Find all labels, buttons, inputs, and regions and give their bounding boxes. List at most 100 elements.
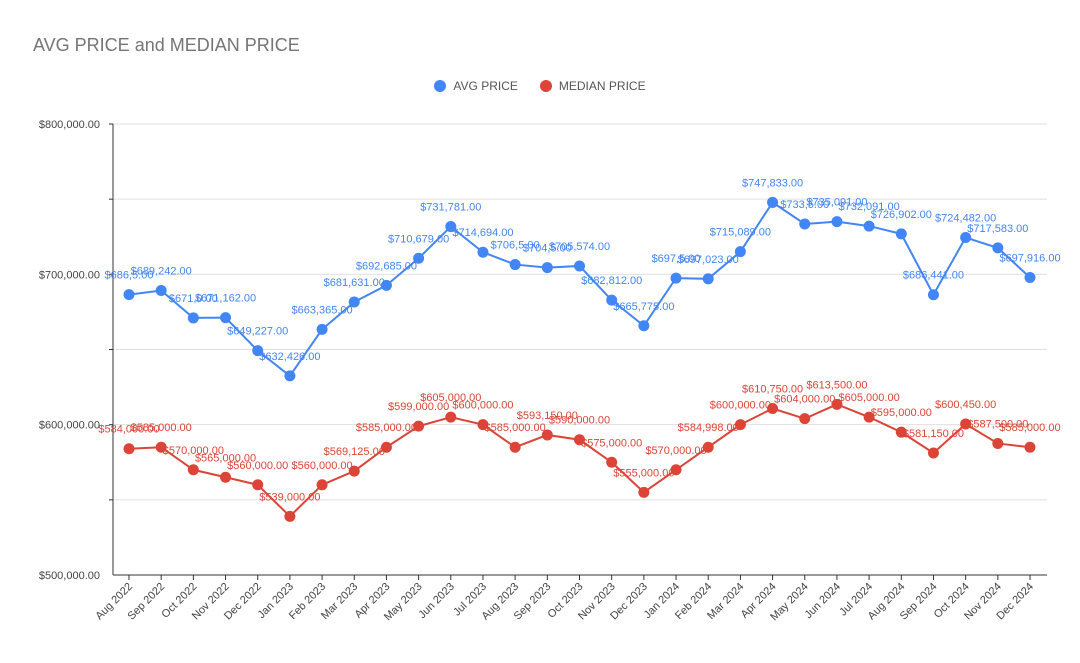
- data-point: [606, 456, 618, 468]
- data-point: [252, 479, 264, 491]
- data-point: [413, 420, 425, 432]
- data-label: $710,679.00: [388, 233, 449, 245]
- y-tick-label: $500,000.00: [39, 570, 100, 582]
- data-point: [155, 285, 167, 297]
- data-label: $692,685.00: [356, 260, 417, 272]
- x-tick-label: Jun 2023: [416, 581, 456, 621]
- data-label: $732,091.00: [839, 201, 900, 213]
- data-point: [992, 437, 1004, 449]
- data-point: [187, 312, 199, 324]
- data-point: [734, 246, 746, 258]
- data-label: $600,450.00: [935, 399, 996, 411]
- data-label: $565,000.00: [195, 452, 256, 464]
- data-label: $613,500.00: [806, 379, 867, 391]
- data-point: [767, 196, 779, 208]
- data-point: [1024, 271, 1036, 283]
- data-point: [187, 464, 199, 476]
- chart-title: AVG PRICE and MEDIAN PRICE: [33, 35, 300, 55]
- data-point: [477, 246, 489, 258]
- legend-label-median-price: MEDIAN PRICE: [558, 79, 646, 93]
- data-point: [380, 279, 392, 291]
- data-point: [123, 289, 135, 301]
- data-label: $689,242.00: [131, 266, 192, 278]
- data-label: $570,000.00: [163, 445, 224, 457]
- data-point: [670, 464, 682, 476]
- data-point: [574, 260, 585, 272]
- data-point: [702, 273, 714, 285]
- data-label: $681,631.00: [324, 277, 385, 289]
- data-label: $671,0.00: [169, 293, 218, 305]
- data-label: $570,000.00: [645, 445, 706, 457]
- data-point: [155, 441, 167, 453]
- data-point: [477, 419, 489, 431]
- legend-swatch-median-price: [539, 80, 552, 92]
- data-point: [284, 510, 296, 522]
- data-point: [895, 426, 907, 438]
- data-point: [284, 370, 296, 382]
- data-point: [831, 216, 843, 228]
- data-point: [863, 220, 875, 232]
- data-label: $539,000.00: [259, 491, 320, 503]
- data-point: [348, 296, 360, 308]
- data-point: [123, 443, 135, 455]
- data-label: $585,000.00: [485, 422, 546, 434]
- data-label: $671,162.00: [195, 293, 256, 305]
- data-point: [895, 228, 907, 240]
- data-label: $587,500.00: [967, 418, 1028, 430]
- data-label: $706,5.00: [491, 240, 540, 252]
- data-point: [445, 411, 457, 423]
- y-tick-label: $700,000.00: [39, 269, 100, 281]
- data-point: [638, 486, 650, 498]
- data-label: $585,000.00: [131, 422, 192, 434]
- data-point: [734, 419, 746, 431]
- data-label: $697,916.00: [999, 252, 1060, 264]
- data-label: $731,781.00: [420, 202, 481, 214]
- data-label: $604,000.00: [774, 394, 835, 406]
- data-label: $724,482.00: [935, 213, 996, 225]
- data-label: $560,000.00: [291, 460, 352, 472]
- legend-swatch-avg-price: [434, 80, 447, 92]
- data-point: [992, 242, 1004, 254]
- data-point: [863, 411, 875, 423]
- data-label: $663,365.00: [291, 304, 352, 316]
- data-label: $686,441.00: [903, 270, 964, 282]
- data-label: $600,000.00: [452, 400, 513, 412]
- data-point: [606, 294, 618, 306]
- data-label: $610,750.00: [742, 384, 803, 396]
- data-label: $585,000.00: [999, 422, 1060, 434]
- data-label: $575,000.00: [581, 437, 642, 449]
- data-point: [927, 447, 939, 459]
- data-label: $665,775.00: [613, 301, 674, 313]
- data-label: $585,000.00: [356, 422, 417, 434]
- data-label: $599,000.00: [388, 401, 449, 413]
- data-label: $649,227.00: [227, 326, 288, 338]
- data-point: [767, 403, 779, 415]
- data-point: [1024, 441, 1036, 453]
- data-label: $605,000.00: [420, 392, 481, 404]
- data-label: $705,574.00: [549, 241, 610, 253]
- data-label: $697,023.00: [678, 254, 739, 266]
- data-label: $733,5.00: [780, 199, 829, 211]
- data-point: [509, 441, 521, 453]
- data-label: $686,5.00: [105, 270, 154, 282]
- data-label: $726,902.00: [871, 209, 932, 221]
- data-point: [541, 429, 553, 441]
- data-point: [445, 221, 457, 233]
- y-tick-label: $600,000.00: [39, 420, 100, 432]
- data-label: $569,125.00: [324, 446, 385, 458]
- data-label: $600,000.00: [710, 400, 771, 412]
- data-label: $595,000.00: [871, 407, 932, 419]
- data-point: [960, 418, 972, 430]
- data-label: $584,000.00: [98, 424, 159, 436]
- data-point: [799, 413, 811, 425]
- legend-label-avg-price: AVG PRICE: [453, 79, 518, 93]
- data-label: $715,089.00: [710, 227, 771, 239]
- data-label: $747,833.00: [742, 177, 803, 189]
- data-point: [799, 218, 811, 230]
- data-label: $605,000.00: [839, 392, 900, 404]
- data-label: $590,000.00: [549, 415, 610, 427]
- x-tick-label: Jun 2024: [803, 581, 843, 621]
- data-label: $584,998.00: [678, 422, 739, 434]
- data-point: [413, 252, 425, 264]
